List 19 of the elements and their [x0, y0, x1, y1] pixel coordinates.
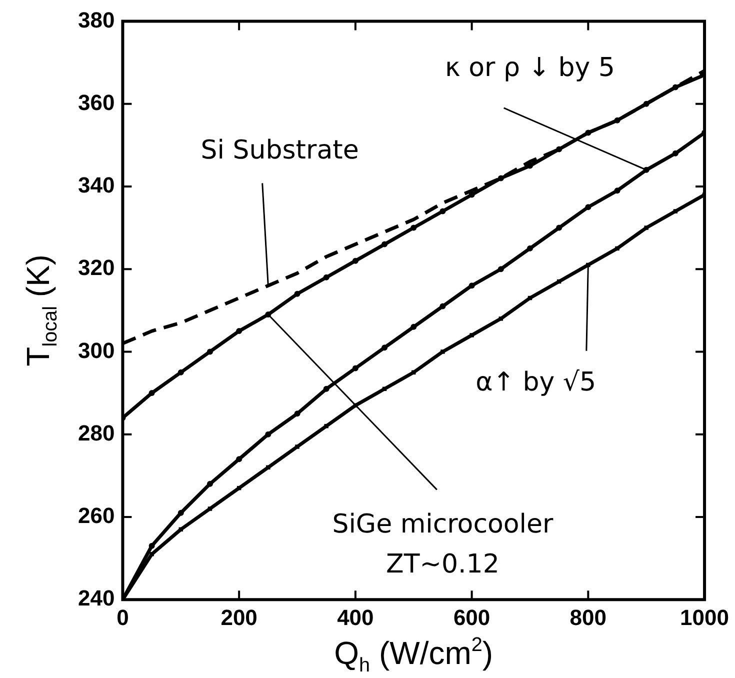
- y-tick-label: 340: [78, 172, 115, 198]
- y-tick-label: 300: [78, 338, 115, 363]
- y-tick-label: 320: [78, 255, 115, 280]
- annotation: α↑ by √5: [476, 368, 596, 398]
- x-tick-label: 800: [570, 604, 607, 630]
- annotation: SiGe microcooler ZT~0.12: [332, 509, 554, 580]
- y-tick-label: 360: [78, 90, 115, 115]
- x-tick-label: 0: [116, 604, 129, 630]
- y-tick-label: 240: [78, 586, 115, 611]
- annotation: κ or ρ ↓ by 5: [445, 52, 615, 83]
- annotation: Si Substrate: [200, 136, 359, 166]
- x-tick-label: 400: [337, 604, 374, 630]
- x-tick-label: 600: [453, 604, 490, 630]
- x-tick-label: 1000: [680, 604, 730, 630]
- y-tick-label: 280: [78, 420, 115, 446]
- y-tick-label: 380: [78, 7, 115, 32]
- x-tick-label: 200: [220, 604, 258, 630]
- y-axis-title: Tlocal (K): [20, 254, 62, 366]
- y-tick-label: 260: [78, 503, 115, 528]
